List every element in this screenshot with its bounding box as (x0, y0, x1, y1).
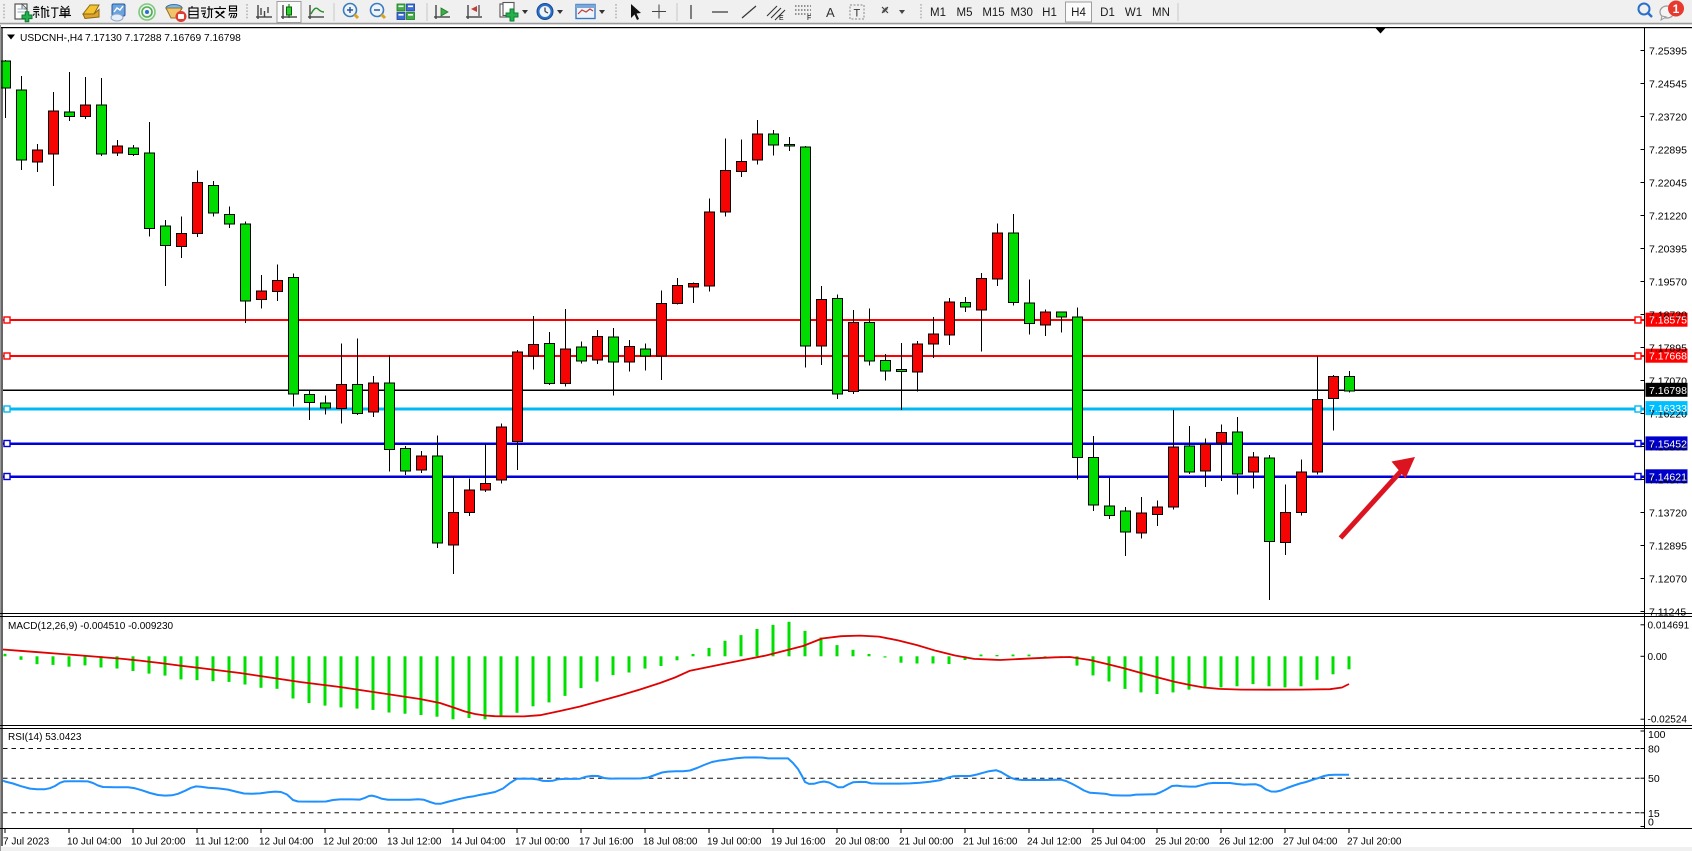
svg-text:7.22895: 7.22895 (1649, 145, 1687, 157)
svg-text:7.22045: 7.22045 (1649, 178, 1687, 190)
svg-text:MACD(12,26,9) -0.004510 -0.009: MACD(12,26,9) -0.004510 -0.009230 (8, 621, 174, 632)
svg-text:7.11245: 7.11245 (1649, 607, 1686, 619)
svg-text:D1: D1 (1100, 7, 1115, 19)
svg-text:7.16333: 7.16333 (1649, 403, 1687, 415)
svg-text:7.15395: 7.15395 (1649, 442, 1687, 454)
svg-text:7.15452: 7.15452 (1649, 438, 1687, 450)
svg-text:17 Jul 16:00: 17 Jul 16:00 (579, 837, 634, 848)
svg-text:H1: H1 (1042, 7, 1057, 19)
svg-text:0.00: 0.00 (1648, 652, 1668, 663)
svg-text:0: 0 (1648, 817, 1654, 829)
svg-text:7.23720: 7.23720 (1649, 112, 1687, 124)
svg-text:100: 100 (1648, 729, 1666, 741)
svg-text:25 Jul 20:00: 25 Jul 20:00 (1155, 837, 1210, 848)
svg-text:19 Jul 00:00: 19 Jul 00:00 (707, 837, 762, 848)
svg-text:12 Jul 04:00: 12 Jul 04:00 (259, 837, 314, 848)
svg-text:12 Jul 20:00: 12 Jul 20:00 (323, 837, 378, 848)
svg-text:W1: W1 (1125, 7, 1142, 19)
svg-text:M15: M15 (982, 7, 1004, 19)
svg-text:H4: H4 (1071, 7, 1086, 19)
svg-text:7.17130 7.17288 7.16769 7.1679: 7.17130 7.17288 7.16769 7.16798 (85, 33, 241, 44)
svg-text:A: A (826, 5, 835, 20)
svg-text:7.24545: 7.24545 (1649, 79, 1687, 91)
svg-text:18 Jul 08:00: 18 Jul 08:00 (643, 837, 698, 848)
svg-text:T: T (854, 8, 861, 20)
svg-text:7.12895: 7.12895 (1649, 541, 1687, 553)
svg-text:7.21220: 7.21220 (1649, 211, 1687, 223)
svg-text:25 Jul 04:00: 25 Jul 04:00 (1091, 837, 1146, 848)
svg-text:0.014691: 0.014691 (1648, 620, 1690, 631)
svg-text:24 Jul 12:00: 24 Jul 12:00 (1027, 837, 1082, 848)
svg-text:7.18575: 7.18575 (1649, 315, 1687, 327)
svg-text:21 Jul 00:00: 21 Jul 00:00 (899, 837, 954, 848)
svg-text:17 Jul 00:00: 17 Jul 00:00 (515, 837, 570, 848)
svg-text:E: E (779, 15, 784, 22)
svg-text:USDCNH-,H4: USDCNH-,H4 (20, 33, 83, 44)
svg-text:MN: MN (1152, 7, 1170, 19)
svg-text:1: 1 (1673, 2, 1680, 16)
svg-text:20 Jul 08:00: 20 Jul 08:00 (835, 837, 890, 848)
svg-text:21 Jul 16:00: 21 Jul 16:00 (963, 837, 1018, 848)
svg-text:7.14570: 7.14570 (1649, 475, 1687, 487)
svg-text:7 Jul 2023: 7 Jul 2023 (3, 837, 50, 848)
svg-text:7.19570: 7.19570 (1649, 277, 1687, 289)
svg-text:80: 80 (1648, 744, 1660, 756)
svg-text:-0.02524: -0.02524 (1648, 715, 1688, 726)
svg-text:M30: M30 (1011, 7, 1033, 19)
svg-text:7.13720: 7.13720 (1649, 508, 1687, 520)
svg-text:13 Jul 12:00: 13 Jul 12:00 (387, 837, 442, 848)
svg-text:7.17895: 7.17895 (1649, 343, 1687, 355)
svg-text:27 Jul 04:00: 27 Jul 04:00 (1283, 837, 1338, 848)
svg-text:27 Jul 20:00: 27 Jul 20:00 (1347, 837, 1402, 848)
svg-text:19 Jul 16:00: 19 Jul 16:00 (771, 837, 826, 848)
svg-text:7.18720: 7.18720 (1649, 310, 1687, 322)
svg-text:11 Jul 12:00: 11 Jul 12:00 (195, 837, 249, 848)
svg-text:7.17668: 7.17668 (1649, 351, 1687, 363)
svg-text:7.16220: 7.16220 (1649, 409, 1687, 421)
svg-text:7.16798: 7.16798 (1649, 385, 1687, 397)
svg-text:M1: M1 (930, 7, 946, 19)
svg-text:26 Jul 12:00: 26 Jul 12:00 (1219, 837, 1274, 848)
svg-text:10 Jul 20:00: 10 Jul 20:00 (131, 837, 186, 848)
svg-text:7.12070: 7.12070 (1649, 574, 1687, 586)
svg-text:50: 50 (1648, 773, 1660, 785)
svg-text:F: F (807, 15, 811, 22)
svg-text:7.17070: 7.17070 (1649, 376, 1687, 388)
svg-text:7.14621: 7.14621 (1649, 471, 1687, 483)
svg-text:M5: M5 (957, 7, 973, 19)
svg-text:10 Jul 04:00: 10 Jul 04:00 (67, 837, 122, 848)
svg-text:7.20395: 7.20395 (1649, 244, 1687, 256)
svg-text:RSI(14) 53.0423: RSI(14) 53.0423 (8, 732, 82, 743)
svg-text:7.25395: 7.25395 (1649, 46, 1687, 58)
svg-text:14 Jul 04:00: 14 Jul 04:00 (451, 837, 506, 848)
svg-text:15: 15 (1648, 808, 1660, 820)
